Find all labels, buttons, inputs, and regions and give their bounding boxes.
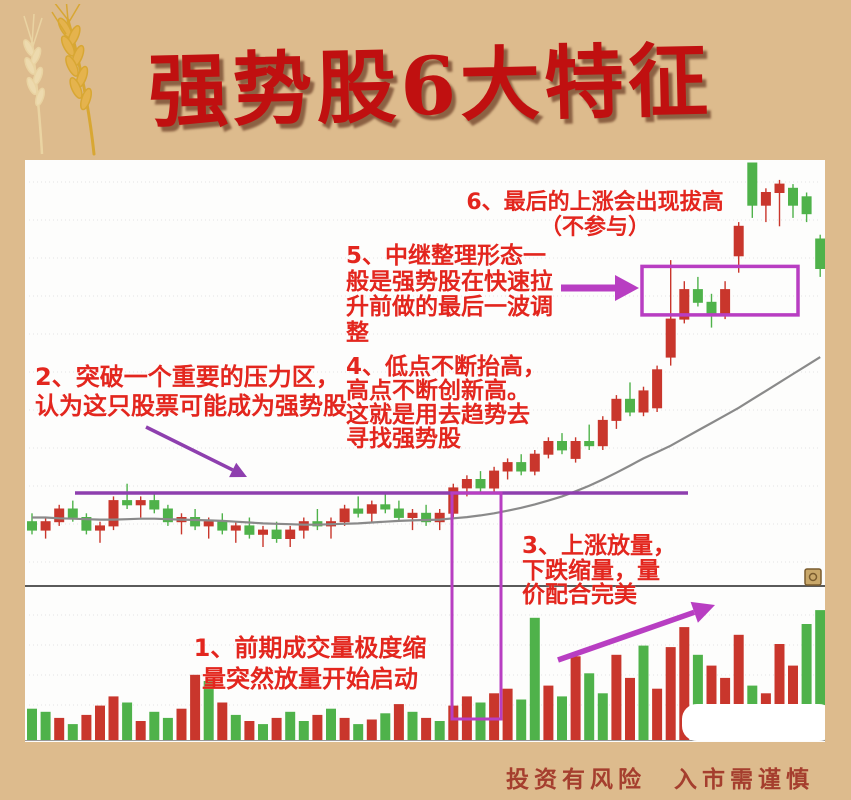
breakout-rect	[450, 491, 503, 721]
risk-disclaimer: 投资有风险 入市需谨慎	[506, 766, 814, 793]
arrow-volume-trend	[557, 601, 715, 663]
annotation-3-volume-price-match: 3、上涨放量， 下跌缩量，量 价配合完美	[522, 533, 677, 608]
chart-logo-icon	[804, 568, 822, 586]
annotation-1-volume-surge: 1、前期成交量极度缩 量突然放量开始启动	[193, 634, 427, 693]
candlestick-chart-canvas	[25, 162, 834, 741]
annotation-4-higher-lows-highs: 4、低点不断抬高， 高点不断创新高。 这就是用去趋势去 寻找强势股	[346, 354, 547, 452]
white-overlay-patch	[682, 704, 834, 741]
wheat-ear-icon	[23, 4, 96, 156]
arrow-to-consolidation-box	[561, 275, 639, 301]
stock-chart	[25, 160, 834, 742]
ma-line	[32, 356, 821, 526]
page-title: 强势股6大特征	[147, 33, 713, 139]
annotation-6-final-spike: 6、最后的上涨会出现拔高 （不参与）	[466, 190, 724, 240]
consolidation-box	[640, 264, 800, 317]
arrow-to-resistance	[145, 425, 247, 478]
annotation-2-breakout-resistance: 2、突破一个重要的压力区， 认为这只股票可能成为强势股	[35, 363, 347, 420]
annotation-5-continuation-pattern: 5、中继整理形态一 般是强势股在快速拉 升前做的最后一波调 整	[346, 243, 553, 346]
